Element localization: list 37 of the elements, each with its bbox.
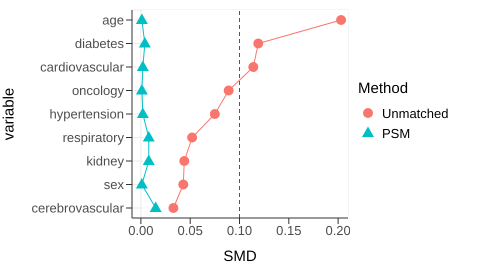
point [136,60,149,71]
point [248,62,258,72]
y-tick-label: kidney [86,154,124,169]
point [136,14,148,24]
point [336,15,346,25]
point [178,180,188,190]
y-tick-label: diabetes [74,36,124,52]
x-tick-label: 0.20 [325,223,351,238]
x-tick-label: 0.10 [226,223,252,238]
x-axis-title: SMD [223,248,257,263]
point [210,109,220,119]
y-tick-label: age [102,12,124,28]
x-tick-label: 0.05 [178,223,203,238]
point [136,178,148,188]
point [179,156,190,166]
point [224,86,234,96]
legend-title: Method [358,80,410,97]
y-tick-label: respiratory [62,130,124,146]
point [168,203,178,213]
x-tick-label: 0.00 [128,223,154,238]
point [187,132,198,142]
point [136,84,148,94]
legend-label: PSM [382,126,410,140]
y-axis-title: variable [0,88,18,140]
y-tick-label: sex [104,177,124,192]
y-tick-label: oncology [72,83,124,98]
x-tick-label: 0.15 [276,223,302,238]
point [136,108,149,118]
y-tick-label: hypertension [50,106,124,122]
point [142,131,155,142]
point [150,202,162,212]
point [138,37,151,48]
y-tick-label: cardiovascular [40,60,125,75]
y-tick-label: cerebrovascular [32,200,125,216]
legend-label: Unmatched [382,106,448,120]
point [253,38,264,48]
point [142,154,155,165]
